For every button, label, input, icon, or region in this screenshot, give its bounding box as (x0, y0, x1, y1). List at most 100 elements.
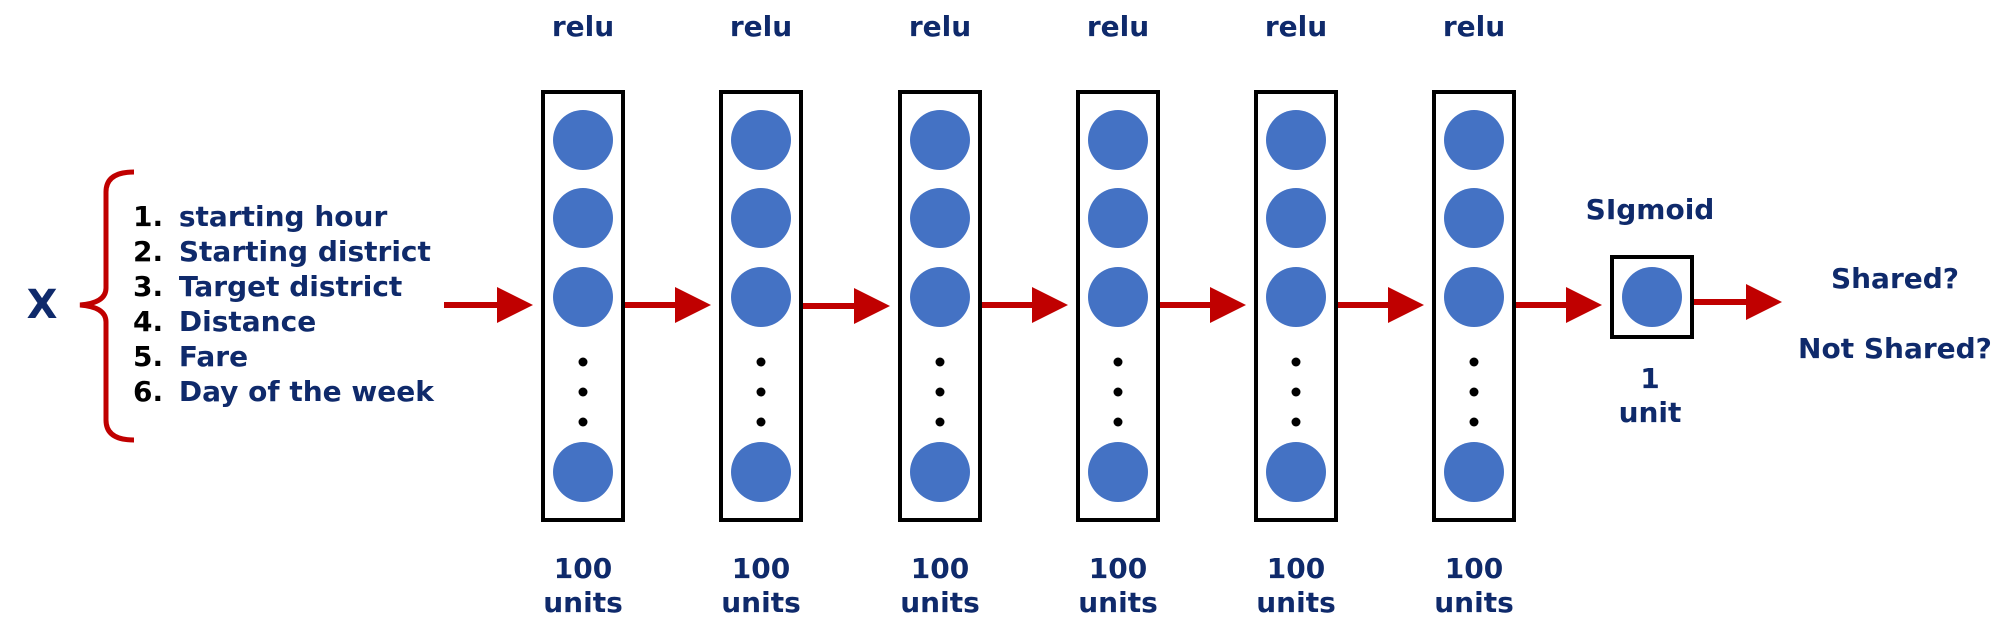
input-symbol: X (27, 282, 58, 328)
output-activation-label: SIgmoid (1586, 193, 1715, 226)
neuron (1266, 110, 1326, 170)
ellipsis-dot (935, 387, 945, 397)
layer-box (541, 90, 625, 522)
neuron (553, 188, 613, 248)
output-layer-box (1610, 255, 1694, 339)
feature-number: 6. (133, 375, 163, 408)
ellipsis-dot (756, 387, 766, 397)
layer-box (1076, 90, 1160, 522)
layer-activation-label: relu (1443, 10, 1505, 43)
feature-label: starting hour (179, 200, 388, 233)
neuron (1444, 267, 1504, 327)
layer-box (719, 90, 803, 522)
ellipsis-dot (578, 387, 588, 397)
layer-activation-label: relu (730, 10, 792, 43)
neuron (731, 442, 791, 502)
ellipsis-dot (1291, 357, 1301, 367)
ellipsis-dot (1291, 417, 1301, 427)
feature-item: 3. Target district (133, 270, 402, 303)
feature-item: 4. Distance (133, 305, 316, 338)
layer-units-count: 100 (554, 552, 612, 585)
neuron (553, 442, 613, 502)
neuron (1088, 188, 1148, 248)
ellipsis-dot (935, 357, 945, 367)
feature-label: Distance (179, 305, 316, 338)
layer-units-count: 100 (1267, 552, 1325, 585)
feature-number: 1. (133, 200, 163, 233)
neuron (1088, 442, 1148, 502)
layer-units-word: units (721, 586, 801, 619)
ellipsis-dot (1469, 417, 1479, 427)
neuron (731, 110, 791, 170)
layer-box (1432, 90, 1516, 522)
neuron (1444, 188, 1504, 248)
layer-activation-label: relu (909, 10, 971, 43)
layer-activation-label: relu (1087, 10, 1149, 43)
feature-number: 3. (133, 270, 163, 303)
layer-units-count: 100 (732, 552, 790, 585)
ellipsis-dot (578, 357, 588, 367)
feature-number: 4. (133, 305, 163, 338)
layer-units-count: 100 (1089, 552, 1147, 585)
ellipsis-dot (1291, 387, 1301, 397)
neuron (1266, 267, 1326, 327)
output-layer: SIgmoid 1 unit (1586, 193, 1715, 429)
neuron (910, 110, 970, 170)
layer-box (1254, 90, 1338, 522)
neuron (1444, 442, 1504, 502)
ellipsis-dot (1113, 417, 1123, 427)
neuron (910, 442, 970, 502)
layer-units-count: 100 (911, 552, 969, 585)
neuron (1266, 442, 1326, 502)
neuron (731, 188, 791, 248)
feature-label: Target district (179, 270, 402, 303)
feature-item: 1. starting hour (133, 200, 387, 233)
layer-units-count: 100 (1445, 552, 1503, 585)
neuron (553, 267, 613, 327)
neuron (1266, 188, 1326, 248)
neuron (731, 267, 791, 327)
ellipsis-dot (756, 357, 766, 367)
output-class-not-shared: Not Shared? (1798, 332, 1992, 365)
ellipsis-dot (1469, 357, 1479, 367)
ellipsis-dot (935, 417, 945, 427)
layer-units-word: units (1434, 586, 1514, 619)
ellipsis-dot (1113, 387, 1123, 397)
feature-number: 5. (133, 340, 163, 373)
feature-number: 2. (133, 235, 163, 268)
layer-box (898, 90, 982, 522)
neuron (1088, 110, 1148, 170)
output-neuron (1622, 267, 1682, 327)
neuron (1444, 110, 1504, 170)
feature-label: Day of the week (179, 375, 435, 408)
output-class-shared: Shared? (1831, 262, 1959, 295)
layer-units-word: units (543, 586, 623, 619)
layer-units-word: units (900, 586, 980, 619)
feature-label: Fare (179, 340, 248, 373)
ellipsis-dot (756, 417, 766, 427)
layer-activation-label: relu (552, 10, 614, 43)
ellipsis-dot (578, 417, 588, 427)
neuron (553, 110, 613, 170)
feature-item: 2. Starting district (133, 235, 431, 268)
feature-item: 6. Day of the week (133, 375, 435, 408)
neuron (1088, 267, 1148, 327)
ellipsis-dot (1469, 387, 1479, 397)
layer-units-word: units (1078, 586, 1158, 619)
feature-item: 5. Fare (133, 340, 248, 373)
neuron (910, 267, 970, 327)
feature-label: Starting district (179, 235, 431, 268)
neuron (910, 188, 970, 248)
layer-activation-label: relu (1265, 10, 1327, 43)
output-units-count: 1 (1640, 362, 1659, 395)
input-brace (79, 169, 135, 443)
ellipsis-dot (1113, 357, 1123, 367)
output-units-word: unit (1619, 396, 1682, 429)
